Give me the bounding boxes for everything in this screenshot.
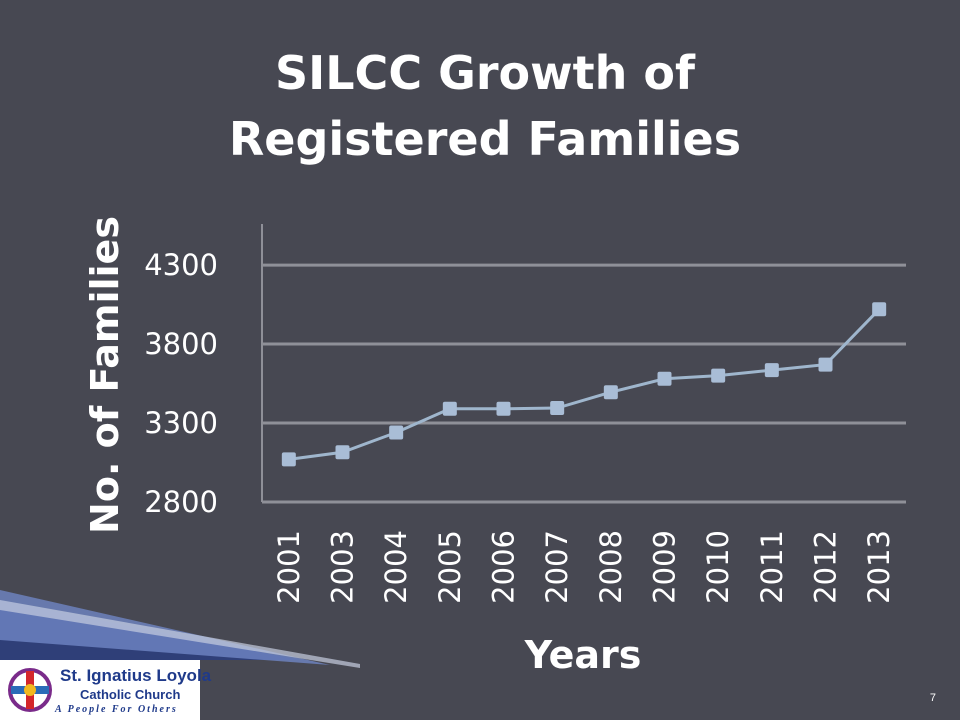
logo-name: St. Ignatius Loyola (60, 666, 212, 685)
y-tick-label: 4300 (144, 248, 218, 282)
x-tick-label: 2012 (809, 530, 843, 604)
y-tick-label: 2800 (144, 485, 218, 519)
x-tick-label: 2007 (540, 530, 574, 604)
data-point (711, 368, 726, 383)
church-logo: St. Ignatius Loyola Catholic Church A Pe… (0, 660, 211, 720)
logo-subtitle: Catholic Church (80, 687, 181, 702)
data-point (335, 445, 350, 460)
y-axis-label: No. of Families (83, 216, 127, 534)
church-cross-logo-icon (8, 668, 52, 712)
x-tick-label: 2004 (379, 530, 413, 604)
x-tick-label: 2003 (326, 530, 360, 604)
y-tick-label: 3800 (144, 327, 218, 361)
x-tick-label: 2008 (594, 530, 628, 604)
data-point (603, 385, 618, 400)
x-tick-label: 2005 (433, 530, 467, 604)
data-point (818, 357, 833, 372)
data-point (657, 371, 672, 386)
title-line-1: SILCC Growth of (275, 46, 695, 100)
data-point (764, 363, 779, 378)
x-tick-label: 2010 (701, 530, 735, 604)
title-line-2: Registered Families (228, 112, 742, 166)
data-point (442, 401, 457, 416)
x-tick-label: 2011 (755, 530, 789, 604)
x-tick-label: 2013 (862, 530, 896, 604)
grid-layer (262, 263, 906, 425)
data-point (389, 425, 404, 440)
axis-layer (261, 224, 906, 504)
data-point (550, 401, 565, 416)
logo-tagline: A People For Others (55, 704, 178, 715)
y-tick-labels: 2800 3300 3800 4300 (144, 248, 218, 519)
data-point (872, 302, 887, 317)
x-tick-label: 2006 (487, 530, 521, 604)
x-tick-labels: 2001 2003 2004 2005 2006 2007 2008 2009 2010 2011… (272, 530, 896, 604)
x-tick-label: 2009 (648, 530, 682, 604)
slide-title: SILCC Growth of Registered Families (0, 40, 960, 172)
x-axis-label: Years (524, 633, 642, 677)
series-line (288, 308, 881, 461)
y-tick-label: 3300 (144, 406, 218, 440)
series-layer (281, 302, 887, 467)
data-point (496, 401, 511, 416)
data-point (281, 452, 296, 467)
slide-swoosh-decoration (0, 590, 360, 668)
x-tick-label: 2001 (272, 530, 306, 604)
page-number: 7 (929, 692, 936, 704)
